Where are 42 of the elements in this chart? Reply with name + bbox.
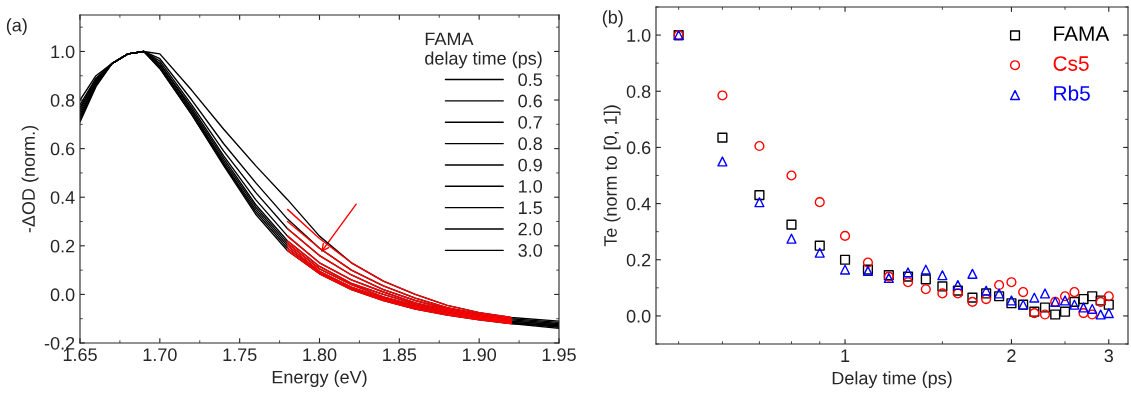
legend-label: 0.7 <box>518 115 542 129</box>
y-axis-title: -ΔOD (norm.) <box>21 125 39 233</box>
y-tick-label: -0.2 <box>44 336 75 350</box>
legend-label: Cs5 <box>1053 56 1089 71</box>
text: (b) <box>602 10 623 28</box>
legend-label: Rb5 <box>1054 85 1090 101</box>
x-axis-title: Delay time (ps) <box>832 371 952 389</box>
legend-label: 0.6 <box>518 94 542 108</box>
legend-label: 1.5 <box>519 201 542 215</box>
y-axis-title: Te (norm to [0, 1]) <box>603 105 621 247</box>
y-tick-label: 0.2 <box>626 253 651 267</box>
y-tick-label: 0.8 <box>626 85 651 98</box>
text: (a) <box>6 18 27 36</box>
x-tick-label: 1 <box>841 349 850 362</box>
x-tick-label: 1.80 <box>303 348 337 362</box>
x-tick-label: 3 <box>1104 349 1114 363</box>
y-tick-label: 0.4 <box>50 191 75 204</box>
legend-label: 0.9 <box>518 158 542 172</box>
y-tick-label: 0.2 <box>50 239 75 253</box>
x-tick-label: 1.95 <box>542 348 576 362</box>
x-tick-label: 1.90 <box>462 348 497 362</box>
legend-label: 0.8 <box>518 137 542 151</box>
legend-label: 3.0 <box>518 244 543 257</box>
x-tick-label: 1.85 <box>383 348 417 362</box>
y-tick-label: 0.6 <box>626 141 651 155</box>
legend-label: 2.0 <box>518 222 543 236</box>
y-tick-label: 0.0 <box>50 288 75 302</box>
x-tick-label: 1.70 <box>143 348 177 362</box>
y-tick-label: 0.6 <box>50 142 75 156</box>
y-tick-label: 0.8 <box>50 93 75 107</box>
y-tick-label: 0.4 <box>626 197 651 211</box>
legend-label: 1.0 <box>519 180 543 193</box>
x-tick-label: 1.75 <box>223 348 257 362</box>
legend-title: FAMA delay time (ps) <box>425 32 542 69</box>
y-tick-label: 0.0 <box>626 309 651 323</box>
x-tick-label: 2 <box>1007 349 1016 362</box>
y-tick-label: 1.0 <box>51 45 75 59</box>
x-axis-title: Energy (eV) <box>272 370 367 388</box>
legend-label: FAMA <box>1054 26 1110 41</box>
y-tick-label: 1.0 <box>627 29 651 42</box>
legend-label: 0.5 <box>518 73 542 87</box>
x-tick-label: 1.65 <box>63 348 97 362</box>
